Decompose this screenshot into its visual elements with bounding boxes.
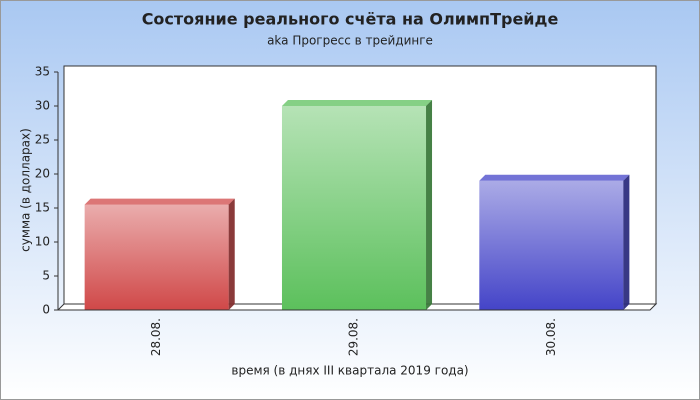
bar-top	[281, 100, 433, 106]
x-tick-label: 29.08.	[347, 318, 361, 356]
bar	[84, 204, 229, 310]
bar-side	[228, 198, 235, 310]
chart-title: Состояние реального счёта на ОлимпТрейде	[142, 10, 559, 29]
y-tick-label: 15	[35, 201, 50, 215]
bar-side-shade	[228, 198, 235, 310]
x-tick-label: 30.08.	[544, 318, 558, 356]
bar-side-shade	[623, 174, 630, 310]
y-tick-label: 5	[42, 269, 50, 283]
bar-top	[479, 174, 630, 181]
x-axis-label: время (в днях III квартала 2019 года)	[231, 364, 468, 378]
bar-side	[623, 174, 630, 310]
y-tick-label: 10	[35, 235, 50, 249]
bar	[281, 106, 427, 310]
y-tick-label: 30	[35, 99, 50, 113]
y-tick-label: 25	[35, 133, 50, 147]
bar-side	[426, 100, 433, 310]
y-tick-label: 35	[35, 65, 50, 79]
bar-side-shade	[426, 100, 433, 310]
y-tick-label: 0	[42, 303, 50, 317]
y-axis-label: сумма (в долларах)	[19, 128, 33, 252]
bar	[479, 180, 624, 310]
chart-subtitle: aka Прогресс в трейдинге	[267, 34, 433, 48]
x-tick-label: 28.08.	[149, 318, 163, 356]
bar-top	[84, 198, 235, 205]
y-tick-label: 20	[35, 167, 50, 181]
